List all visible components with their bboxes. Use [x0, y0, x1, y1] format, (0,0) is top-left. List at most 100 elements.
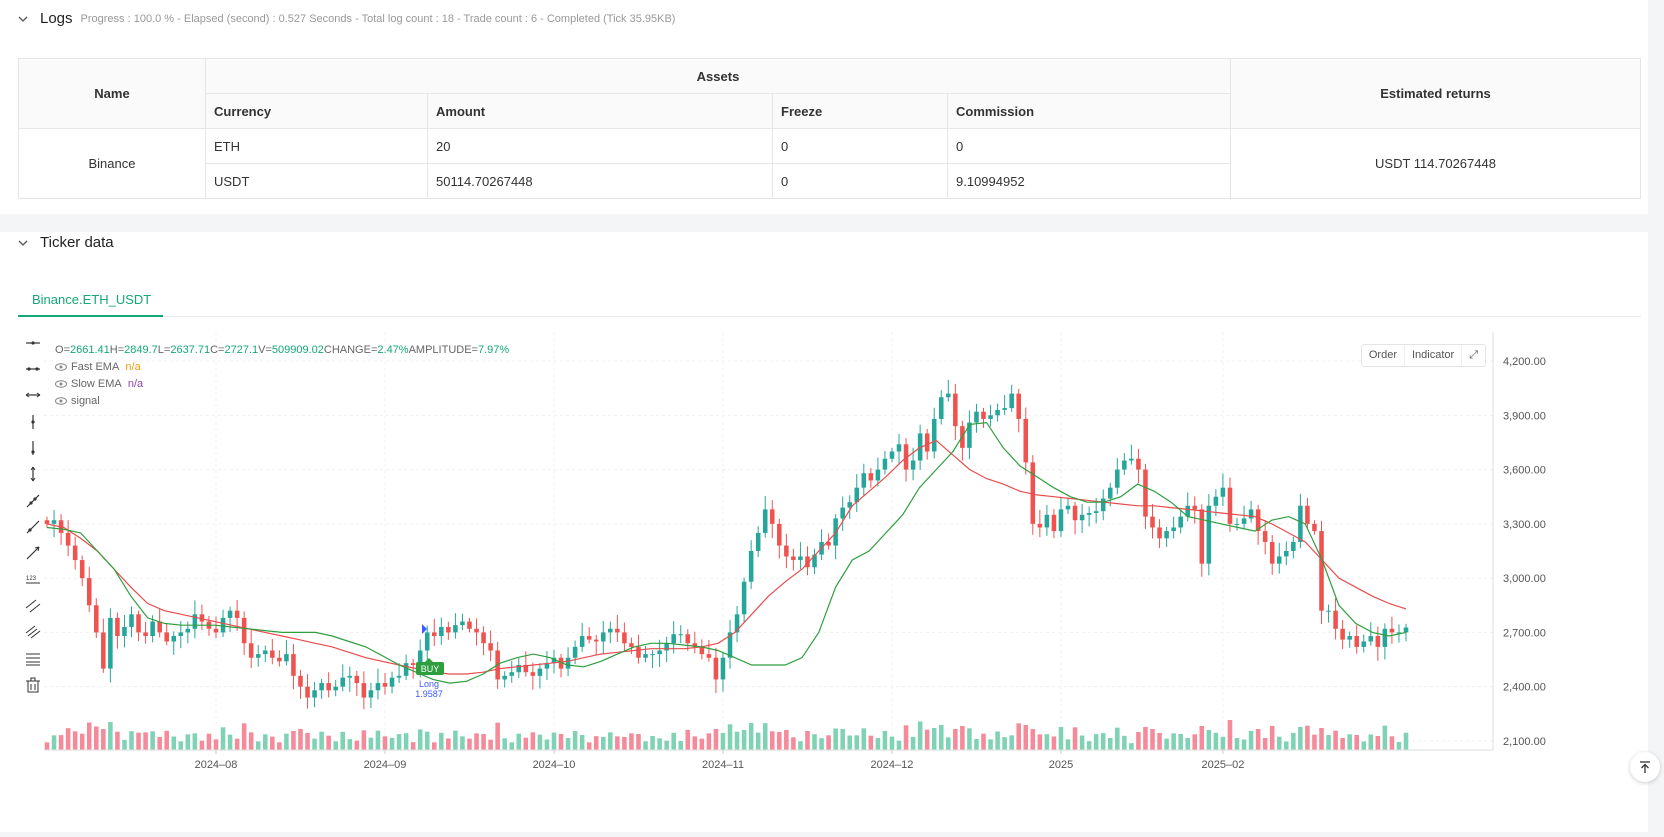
y-tick-label: 3,600.00	[1503, 465, 1546, 477]
chevron-down-icon[interactable]	[18, 14, 28, 24]
volume-bar	[600, 736, 606, 750]
eye-icon	[55, 396, 67, 405]
candle-body	[664, 643, 669, 651]
ticker-header[interactable]: Ticker data	[18, 234, 114, 251]
extended-line-icon[interactable]	[22, 384, 44, 406]
ohlc-readout: O= 2661.41 H= 2849.7 L= 2637.71 C= 2727.1 V=…	[55, 343, 510, 356]
x-tick-label: 2024–12	[871, 759, 914, 771]
volume-bar	[446, 738, 451, 750]
chart-area[interactable]: 123 4,200.00 3,900.00 3,600.00 3,300.00 3,00…	[18, 332, 1648, 832]
candle-body	[1093, 511, 1099, 514]
candle-body	[593, 639, 599, 642]
price-chart[interactable]: 4,200.00 3,900.00 3,600.00 3,300.00 3,000.00…	[18, 332, 1648, 832]
candle-body	[558, 657, 564, 669]
volume-bar	[1276, 736, 1282, 750]
candle-body	[1044, 514, 1050, 528]
candle-body	[974, 411, 979, 423]
candle-body	[467, 621, 472, 629]
candle-body	[241, 617, 247, 644]
trend-line-icon[interactable]	[22, 490, 44, 512]
legend-fast-ema[interactable]: Fast EMA n/a	[55, 358, 509, 375]
volume-bar	[1213, 732, 1219, 750]
candle-body	[354, 675, 360, 684]
vertical-ray-icon[interactable]	[22, 437, 44, 459]
candle-body	[298, 675, 303, 687]
candle-body	[446, 626, 451, 633]
candle-body	[326, 683, 331, 691]
candle-body	[995, 409, 1000, 416]
price-label-icon[interactable]: 123	[22, 569, 44, 591]
parallel-channel-icon[interactable]	[22, 595, 44, 617]
candle-body	[586, 636, 592, 640]
volume-bar	[1009, 735, 1014, 750]
candle-body	[213, 628, 219, 633]
volume-bar	[586, 742, 592, 750]
col-estimated: Estimated returns	[1230, 58, 1641, 129]
candle-body	[396, 675, 402, 678]
candle-body	[1382, 628, 1388, 647]
candle-body	[579, 636, 585, 647]
ray-line-icon[interactable]	[22, 516, 44, 538]
fibonacci-retracement-icon[interactable]	[22, 648, 44, 670]
candlesticks	[44, 379, 1409, 710]
estimated-cell: USDT 114.70267448	[1230, 128, 1641, 199]
candle-body	[72, 545, 78, 561]
vertical-segment-icon[interactable]	[22, 463, 44, 485]
legend-slow-ema[interactable]: Slow EMA n/a	[55, 375, 509, 392]
candle-body	[1361, 641, 1367, 647]
fibonacci-channel-icon[interactable]	[22, 621, 44, 643]
long-qty-label: 1.9587	[415, 689, 443, 699]
arrow-line-icon[interactable]	[22, 542, 44, 564]
volume-bar	[1051, 736, 1057, 750]
volume-bar	[396, 734, 402, 750]
horizontal-ray-icon[interactable]	[22, 358, 44, 380]
indicator-button[interactable]: Indicator	[1405, 345, 1463, 366]
candle-body	[1291, 541, 1296, 551]
candle-body	[988, 415, 993, 419]
volume-bar	[1093, 734, 1099, 750]
table-cell: USDT	[205, 163, 428, 199]
candle-body	[629, 643, 634, 647]
fullscreen-icon[interactable]: ⤢	[1469, 349, 1478, 361]
candle-body	[734, 614, 740, 633]
volume-bar	[741, 730, 747, 750]
horizontal-line-icon[interactable]	[22, 332, 44, 354]
logs-header[interactable]: Logs Progress : 100.0 % - Elapsed (secon…	[18, 10, 675, 27]
candle-body	[1164, 531, 1169, 539]
trash-icon[interactable]	[22, 674, 44, 696]
candle-body	[981, 411, 986, 419]
table-cell: 0	[772, 163, 948, 199]
volume-bar	[1086, 741, 1092, 750]
legend-signal[interactable]: signal	[55, 392, 509, 409]
candle-body	[903, 444, 909, 470]
chevron-down-icon[interactable]	[18, 238, 28, 248]
volume-bar	[868, 735, 874, 750]
volume-bar	[551, 732, 557, 750]
table-row: USDT 50114.70267448 0 9.10994952	[19, 163, 1641, 199]
volume-bar	[946, 737, 951, 750]
volume-bar	[136, 732, 141, 750]
volume-bar	[439, 732, 444, 750]
volume-bar	[826, 735, 831, 750]
vertical-line-icon[interactable]	[22, 411, 44, 433]
volume-bar	[1291, 732, 1296, 750]
order-button[interactable]: Order	[1362, 345, 1405, 366]
volume-bar	[234, 738, 240, 750]
candle-body	[875, 469, 881, 481]
volume-bar	[896, 740, 902, 750]
candle-body	[1227, 487, 1233, 524]
candle-body	[157, 621, 162, 633]
volume-bar	[988, 739, 993, 750]
volume-bar	[664, 740, 669, 750]
candle-body	[1368, 636, 1374, 642]
candle-body	[284, 654, 289, 662]
x-tick-label: 2024–08	[195, 759, 238, 771]
volume-bar	[1016, 723, 1021, 750]
candle-body	[1079, 514, 1085, 521]
tab-binance-eth-usdt[interactable]: Binance.ETH_USDT	[18, 283, 163, 317]
table-cell: 0	[947, 128, 1231, 164]
scroll-top-button[interactable]	[1630, 752, 1660, 782]
candle-body	[889, 451, 895, 459]
volume-bar	[629, 733, 634, 750]
candle-body	[678, 634, 684, 636]
